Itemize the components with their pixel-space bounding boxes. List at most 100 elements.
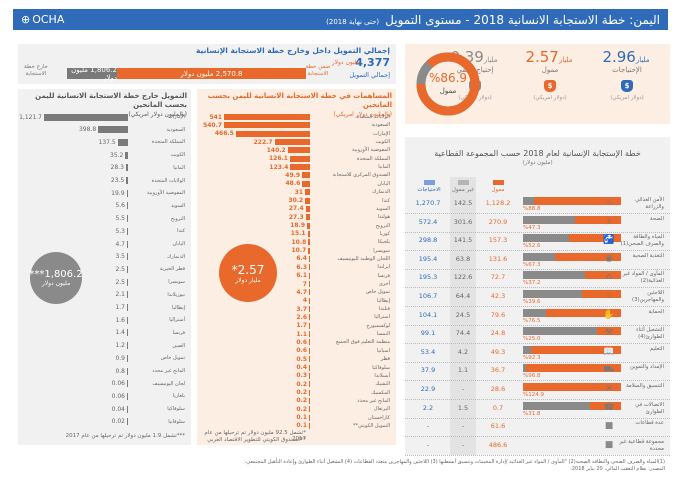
total-funding-label: إجمالي التمويل xyxy=(349,71,390,79)
food-bowl-icon: ♨ xyxy=(604,198,614,208)
donor-row: استراليا 2.6 xyxy=(296,313,390,321)
donor-name: السعودية xyxy=(166,126,185,133)
donor-row: الإمارات 466.5 xyxy=(215,130,390,138)
sector-funded: 79.6 xyxy=(490,310,506,319)
donor-row: البرتغال 0.2 xyxy=(296,405,390,413)
donor-name: لوكسمبورج xyxy=(366,322,390,329)
sector-bar xyxy=(523,401,621,410)
donor-bar xyxy=(127,405,128,413)
sector-bar-funded xyxy=(569,234,621,243)
total-funding-panel: إجمالي التمويل داخل وخارج خطة الاستجابة … xyxy=(18,44,396,84)
sector-name: التنسيق والسلامة xyxy=(626,383,664,389)
donor-value: 10.8 xyxy=(291,238,307,246)
sector-funding-panel: خطة الإستجابة الإنسانية لعام 2018 حسب ال… xyxy=(405,137,670,456)
donor-name: كوريا xyxy=(379,230,390,237)
donor-name: التمويل الكويتي** xyxy=(353,422,390,429)
donor-value: 6.4 xyxy=(296,255,307,263)
donor-name: اليابان xyxy=(172,241,185,247)
sector-bar-funded xyxy=(584,271,621,280)
donor-row: أخرى 7 xyxy=(303,280,390,288)
donor-value: 1,121.7 xyxy=(19,113,42,121)
donor-value: 49.9 xyxy=(285,171,301,179)
sector-bar xyxy=(523,345,621,354)
sector-funded: 42.3 xyxy=(490,292,506,300)
sector-name: المياه والطاقة والصرف الصحي(1) xyxy=(620,234,664,248)
sector-percent: %31.8 xyxy=(523,410,541,417)
donor-value: 398.8 xyxy=(78,126,97,134)
donor-value: 541 xyxy=(209,113,222,121)
donor-name: المفوضية الأوروبية xyxy=(351,147,390,154)
donor-name: المانح غير محدد xyxy=(357,397,390,404)
sector-row: 49.3 4.2 53.4 %92.3 📖 التعليم xyxy=(405,343,670,363)
donor-bar xyxy=(309,381,310,388)
sector-percent: %47.3 xyxy=(523,224,541,231)
sector-row: 486.6 - - ■ مجموعة قطاعية غير محددة xyxy=(405,436,670,456)
sector-requirements: 104.1 xyxy=(418,310,438,319)
donor-name: اسبانيا xyxy=(376,347,390,354)
donor-value: 0.8 xyxy=(115,367,125,375)
donor-value: 1.2 xyxy=(115,342,125,350)
donor-value: 7 xyxy=(302,280,307,288)
donor-value: 0.06 xyxy=(111,392,125,400)
sector-percent: %39.6 xyxy=(523,299,541,305)
donor-row: التشيك 0.2 xyxy=(296,380,390,388)
donor-name: الصندوق المركزي للاستجابة xyxy=(332,172,391,179)
un-emblem-icon: ⊕ xyxy=(21,13,31,26)
sector-requirements: 99.1 xyxy=(420,329,436,338)
sector-name: الاتصالات في الطوارئ xyxy=(635,401,664,415)
donor-name: منظمة التعليم فوق الجميع xyxy=(335,339,390,346)
sector-funded: 36.7 xyxy=(490,366,506,375)
sector-bar xyxy=(523,271,621,280)
sector-bar xyxy=(523,215,621,224)
donor-name: النرويج xyxy=(375,222,390,229)
sector-requirements: 1,270.7 xyxy=(415,199,441,207)
sector-percent: %96.8 xyxy=(523,373,541,380)
donor-value: 1.4 xyxy=(115,329,125,337)
donor-row: النرويج 5.5 xyxy=(115,215,185,223)
donor-value: 1.6 xyxy=(115,316,125,324)
donor-value: 0.06 xyxy=(111,380,125,388)
refugees-icon: ⁘ xyxy=(605,291,613,301)
donor-name: فنلندا xyxy=(378,306,390,313)
donor-value: 0.2 xyxy=(296,380,307,388)
donor-name: اللجان الوطنية لليونيسيف xyxy=(337,255,390,262)
donor-bar xyxy=(309,356,310,363)
donor-row: المانح غير محدد 0.2 xyxy=(296,397,390,405)
sector-unfunded: 24.5 xyxy=(455,310,471,319)
donor-row: اسبانيا 0.6 xyxy=(296,347,390,355)
donor-value: 2.5 xyxy=(115,265,125,273)
sector-requirements: - xyxy=(426,422,430,431)
donor-row: تمويل خاص 0.9 xyxy=(115,354,185,362)
donor-value: 27.3 xyxy=(288,213,304,221)
sector-bar xyxy=(523,252,621,261)
donor-row: اللجان الوطنية لليونيسيف 6.4 xyxy=(296,255,390,263)
donor-bar xyxy=(305,189,310,196)
donor-name: المكسيك xyxy=(371,389,390,396)
legend-funded: ممول xyxy=(483,180,513,193)
ocha-logo[interactable]: ⊕ OCHA xyxy=(21,13,65,26)
donor-bar xyxy=(127,227,128,235)
sector-requirements: 37.9 xyxy=(420,366,436,375)
donor-row: سلوفانيا 0.02 xyxy=(112,418,185,426)
donor-value: 3.7 xyxy=(296,305,307,313)
sector-bar xyxy=(523,383,621,391)
donor-bar xyxy=(309,422,310,429)
donor-row: الولايات المتحدة 23.5 xyxy=(111,177,185,185)
sector-percent: %25.0 xyxy=(523,336,541,343)
sector-row: 157.3 141.5 298.8 %52.6 🚰 المياه والطاقة والص… xyxy=(405,231,670,252)
donor-row: السعودية 398.8 xyxy=(79,126,185,134)
donor-row: سلوفاكيا 0.04 xyxy=(112,405,185,413)
donor-row: سويسرا 2.5 xyxy=(115,278,185,286)
donor-bar xyxy=(127,202,128,210)
donor-value: 137.5 xyxy=(98,138,116,146)
donor-row: قطر الخيرية 2.5 xyxy=(115,265,185,273)
inside-plan-label: ضمن خطة الاستجابة xyxy=(305,64,331,77)
outside-footnote: ***تشمل 1.9 مليون دولار تم ترحيلها من عا… xyxy=(65,433,185,439)
sector-requirements: 2.2 xyxy=(422,403,434,412)
sector-unfunded: 1.5 xyxy=(457,403,469,412)
sector-row: 79.6 24.5 104.1 %76.5 ✋ الحماية xyxy=(405,306,670,326)
key-figure-value: 2.57مليار xyxy=(525,48,573,66)
donor-row: بلجيكا 10.8 xyxy=(291,238,390,246)
donor-bar xyxy=(290,164,310,171)
donor-row: بلغاريا 0.06 xyxy=(112,392,185,400)
